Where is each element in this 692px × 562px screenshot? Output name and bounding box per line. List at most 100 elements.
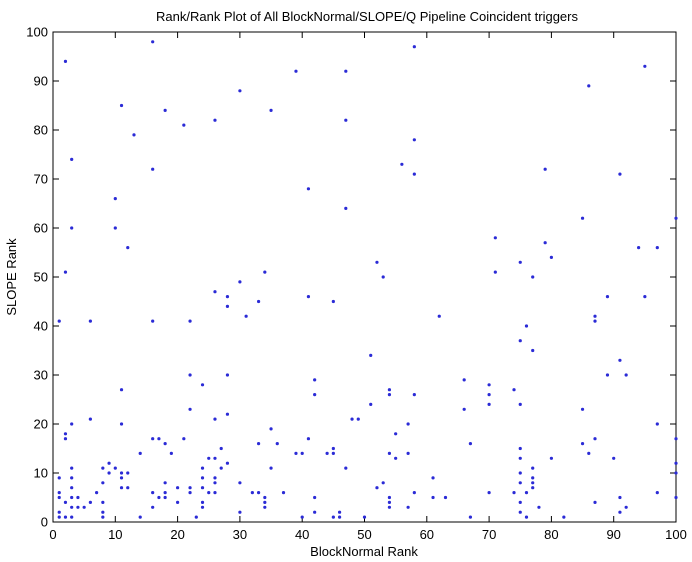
data-point (119, 103, 124, 108)
data-point (256, 442, 261, 446)
x-tick-label: 20 (170, 527, 184, 542)
data-point (406, 422, 410, 426)
data-point (88, 417, 92, 421)
data-point (151, 40, 155, 44)
data-point (344, 118, 348, 122)
data-point (612, 456, 616, 460)
data-point (176, 486, 180, 490)
x-tick-label: 10 (108, 527, 122, 542)
data-point (524, 491, 529, 495)
data-point (412, 45, 416, 49)
data-point (113, 226, 117, 230)
data-point (188, 491, 192, 495)
data-point (138, 451, 142, 455)
data-point (101, 481, 105, 485)
data-point (431, 495, 435, 500)
plot-area-frame (52, 31, 677, 523)
data-point (637, 246, 641, 250)
data-point (57, 476, 61, 480)
data-point (101, 515, 105, 519)
x-tick-label: 90 (606, 527, 620, 542)
data-point (163, 442, 167, 446)
data-point (163, 495, 167, 500)
data-point (531, 348, 535, 353)
data-point (512, 388, 516, 392)
data-point (294, 69, 298, 73)
data-point (263, 495, 267, 500)
data-point (531, 466, 535, 470)
data-point (70, 226, 74, 230)
data-point (169, 451, 173, 455)
data-point (531, 481, 535, 485)
data-point (462, 378, 466, 382)
data-point (157, 495, 161, 500)
data-point (207, 456, 211, 460)
data-point (281, 491, 286, 495)
data-point (200, 486, 205, 490)
data-point (256, 491, 261, 495)
data-point (188, 319, 192, 323)
data-point (182, 437, 186, 441)
data-point (126, 471, 130, 475)
data-point (624, 505, 628, 509)
data-point (70, 422, 74, 426)
data-point (238, 280, 242, 284)
data-point (225, 295, 230, 299)
data-point (70, 515, 74, 519)
data-point (431, 476, 435, 480)
data-point (63, 432, 68, 436)
data-point (300, 451, 304, 455)
data-point (381, 481, 385, 485)
data-point (151, 505, 155, 509)
data-point (344, 206, 348, 210)
data-point (337, 510, 342, 514)
data-point (313, 378, 317, 382)
data-point (387, 388, 392, 392)
data-point (163, 491, 167, 495)
data-point (493, 236, 497, 240)
data-point (655, 491, 659, 495)
data-point (674, 495, 678, 500)
data-point (238, 510, 242, 514)
data-point (70, 495, 74, 500)
data-point (412, 393, 416, 397)
data-point (313, 510, 317, 514)
data-point (325, 451, 329, 455)
data-point (593, 500, 597, 504)
data-point (487, 393, 491, 397)
data-point (151, 319, 155, 323)
data-point (151, 167, 155, 171)
x-axis-label: BlockNormal Rank (310, 544, 418, 559)
data-point (387, 505, 392, 509)
data-point (362, 515, 367, 519)
data-point (394, 456, 398, 460)
data-point (375, 260, 379, 264)
data-point (57, 510, 61, 514)
y-tick-label: 70 (34, 172, 48, 187)
data-point (518, 402, 522, 406)
data-point (518, 260, 522, 264)
data-point (207, 491, 211, 495)
data-point (263, 505, 267, 509)
data-point (331, 299, 335, 304)
data-point (126, 246, 130, 250)
data-point (674, 471, 678, 475)
data-point (70, 505, 74, 509)
data-point (400, 162, 404, 166)
data-point (313, 393, 317, 397)
data-point (643, 295, 647, 299)
y-tick-label: 50 (34, 270, 48, 285)
data-point (518, 456, 522, 460)
data-point (219, 446, 223, 451)
data-point (593, 319, 597, 323)
data-point (587, 451, 591, 455)
y-tick-label: 10 (34, 466, 48, 481)
data-point (406, 451, 410, 455)
data-point (331, 451, 335, 455)
data-point (543, 167, 547, 171)
y-tick-label: 80 (34, 123, 48, 138)
data-point (269, 108, 273, 112)
y-tick-label: 0 (41, 515, 48, 530)
data-point (188, 407, 192, 411)
y-tick-label: 60 (34, 221, 48, 236)
